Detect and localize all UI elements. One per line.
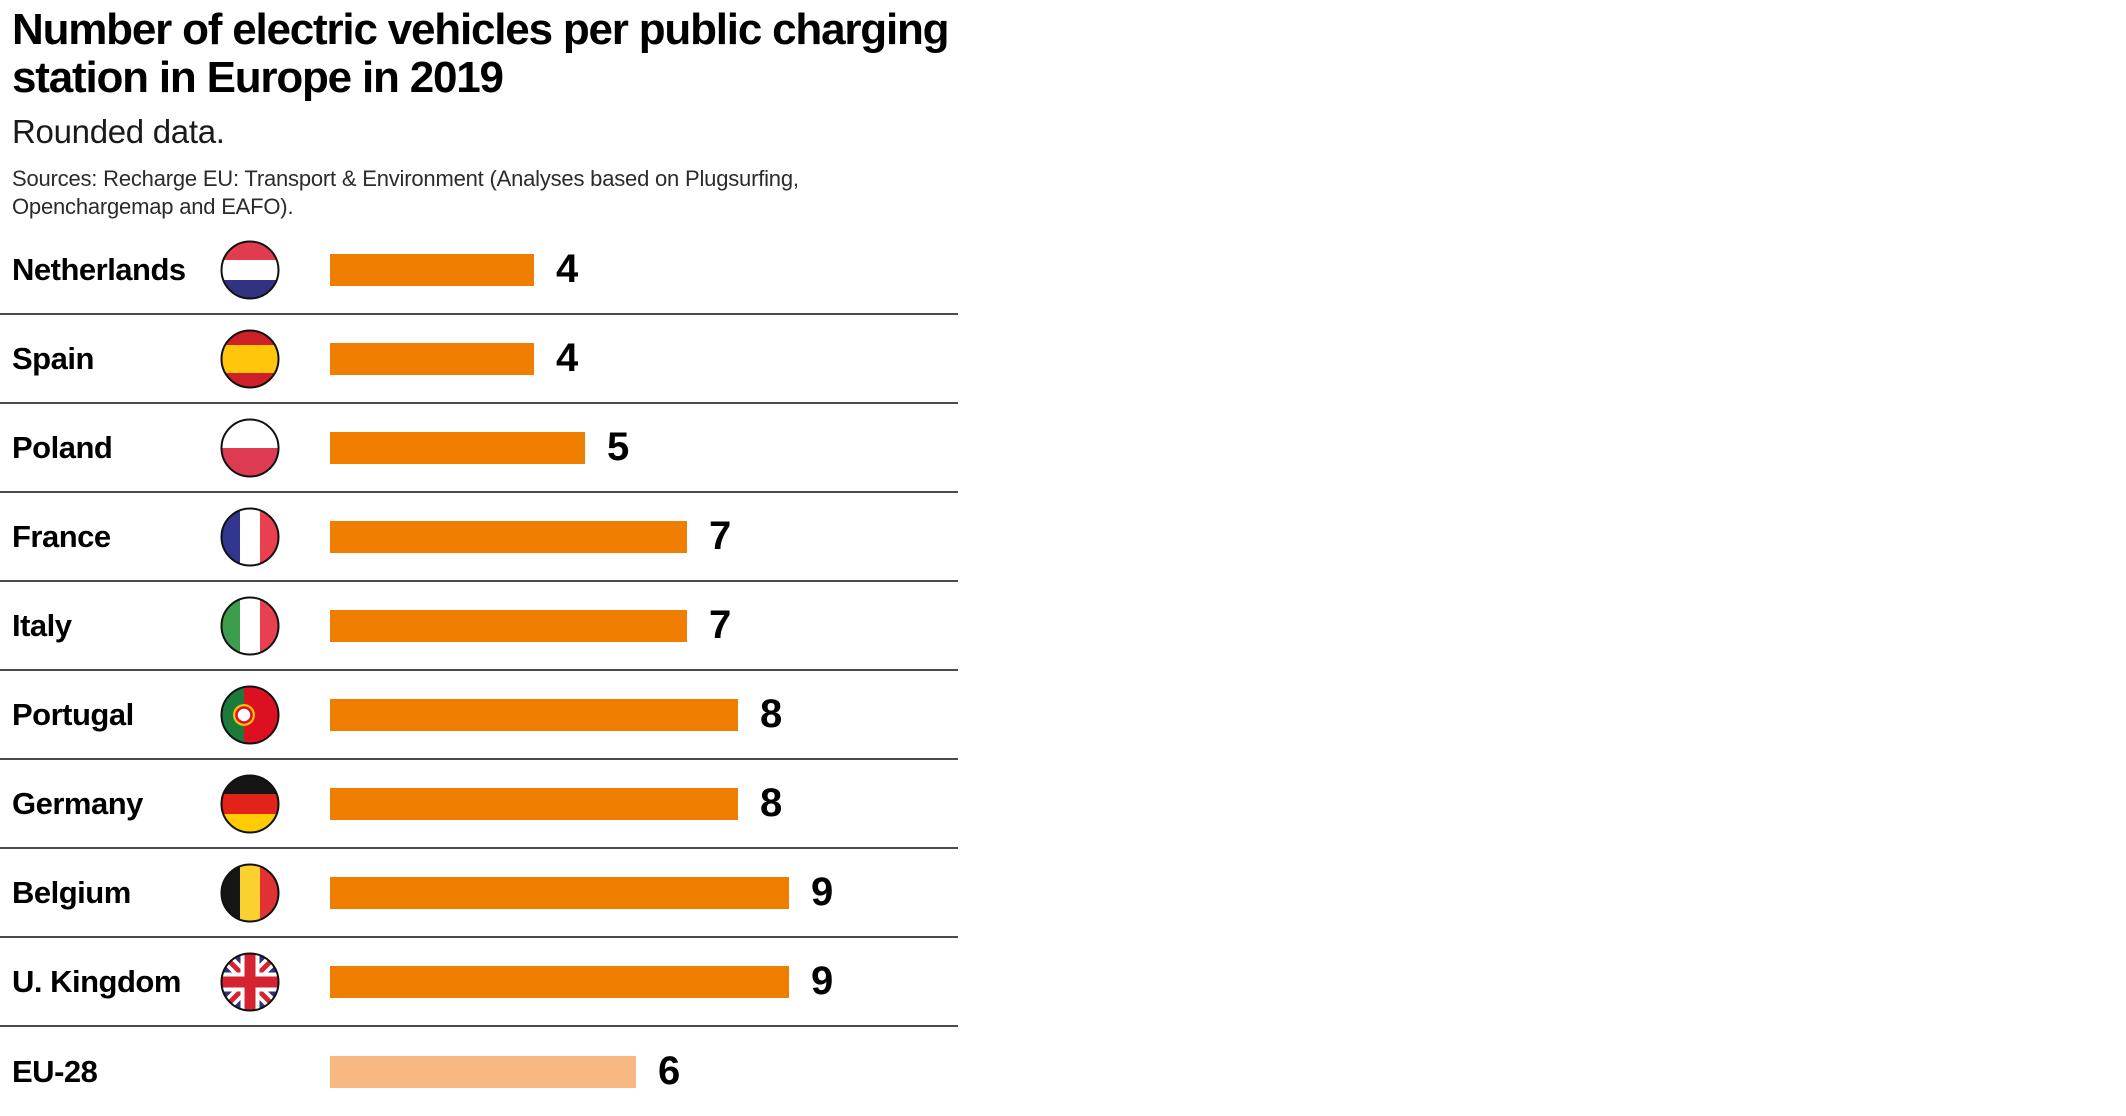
- chart-title: Number of electric vehicles per public c…: [12, 5, 992, 103]
- flag-cell: [220, 507, 330, 567]
- flag-cell: [220, 774, 330, 834]
- flag-cell: [220, 596, 330, 656]
- country-label: Belgium: [12, 874, 131, 910]
- germany-flag-icon: [220, 774, 280, 834]
- chart-row: Spain 4: [0, 315, 958, 404]
- chart-title-line1: Number of electric vehicles per public c…: [12, 5, 950, 54]
- bar-cell: 9: [330, 959, 958, 1004]
- country-label: Netherlands: [12, 251, 186, 287]
- value-bar: [330, 1055, 636, 1088]
- chart-row: Poland 5: [0, 404, 958, 493]
- value-label: 8: [760, 692, 782, 736]
- country-label: Germany: [12, 785, 143, 821]
- bar-cell: 8: [330, 692, 958, 737]
- flag-cell: [220, 329, 330, 389]
- chart-row: Netherlands 4: [0, 226, 958, 315]
- flag-cell: [220, 418, 330, 478]
- chart-sources: Sources: Recharge EU: Transport & Enviro…: [12, 165, 2126, 221]
- country-label: Spain: [12, 340, 94, 376]
- value-label: 4: [556, 336, 578, 380]
- value-label: 5: [607, 425, 629, 469]
- bar-cell: 4: [330, 336, 958, 381]
- value-label: 6: [658, 1049, 680, 1093]
- bar-cell: 9: [330, 870, 958, 915]
- chart-row: EU-28 6: [0, 1027, 958, 1116]
- value-bar: [330, 965, 789, 998]
- value-label: 9: [811, 870, 833, 914]
- chart-row: France 7: [0, 493, 958, 582]
- value-bar: [330, 698, 738, 731]
- chart-title-line2: station in Europe in 2019: [12, 53, 504, 103]
- chart-sources-line2: Openchargemap and EAFO).: [12, 193, 294, 219]
- chart-header: Number of electric vehicles per public c…: [0, 0, 2126, 221]
- chart-row: U. Kingdom 9: [0, 938, 958, 1027]
- spain-flag-icon: [220, 329, 280, 389]
- flag-cell: [220, 952, 330, 1012]
- country-label: Poland: [12, 429, 113, 465]
- value-label: 7: [709, 514, 731, 558]
- flag-cell: [220, 863, 330, 923]
- bar-chart: Netherlands 4 Spain 4 Poland 5 France 7 Italy 7 Po…: [0, 226, 958, 1116]
- bar-cell: 6: [330, 1049, 958, 1094]
- value-bar: [330, 431, 585, 464]
- chart-row: Portugal 8: [0, 671, 958, 760]
- flag-cell: [220, 240, 330, 300]
- chart-row: Germany 8: [0, 760, 958, 849]
- italy-flag-icon: [220, 596, 280, 656]
- bar-cell: 7: [330, 514, 958, 559]
- value-label: 8: [760, 781, 782, 825]
- country-label: EU-28: [12, 1053, 98, 1089]
- value-bar: [330, 609, 687, 642]
- country-label: U. Kingdom: [12, 963, 181, 999]
- poland-flag-icon: [220, 418, 280, 478]
- uk-flag-icon: [220, 952, 280, 1012]
- france-flag-icon: [220, 507, 280, 567]
- belgium-flag-icon: [220, 863, 280, 923]
- value-bar: [330, 876, 789, 909]
- value-bar: [330, 253, 534, 286]
- value-label: 4: [556, 247, 578, 291]
- value-bar: [330, 787, 738, 820]
- country-label: France: [12, 518, 111, 554]
- country-label: Portugal: [12, 696, 134, 732]
- bar-cell: 8: [330, 781, 958, 826]
- value-bar: [330, 520, 687, 553]
- country-label: Italy: [12, 607, 72, 643]
- portugal-flag-icon: [220, 685, 280, 745]
- value-bar: [330, 342, 534, 375]
- chart-sources-line1: Sources: Recharge EU: Transport & Enviro…: [12, 165, 799, 191]
- value-label: 7: [709, 603, 731, 647]
- netherlands-flag-icon: [220, 240, 280, 300]
- value-label: 9: [811, 959, 833, 1003]
- chart-subtitle: Rounded data.: [12, 112, 225, 150]
- bar-cell: 7: [330, 603, 958, 648]
- bar-cell: 4: [330, 247, 958, 292]
- chart-row: Italy 7: [0, 582, 958, 671]
- bar-cell: 5: [330, 425, 958, 470]
- flag-cell: [220, 685, 330, 745]
- chart-row: Belgium 9: [0, 849, 958, 938]
